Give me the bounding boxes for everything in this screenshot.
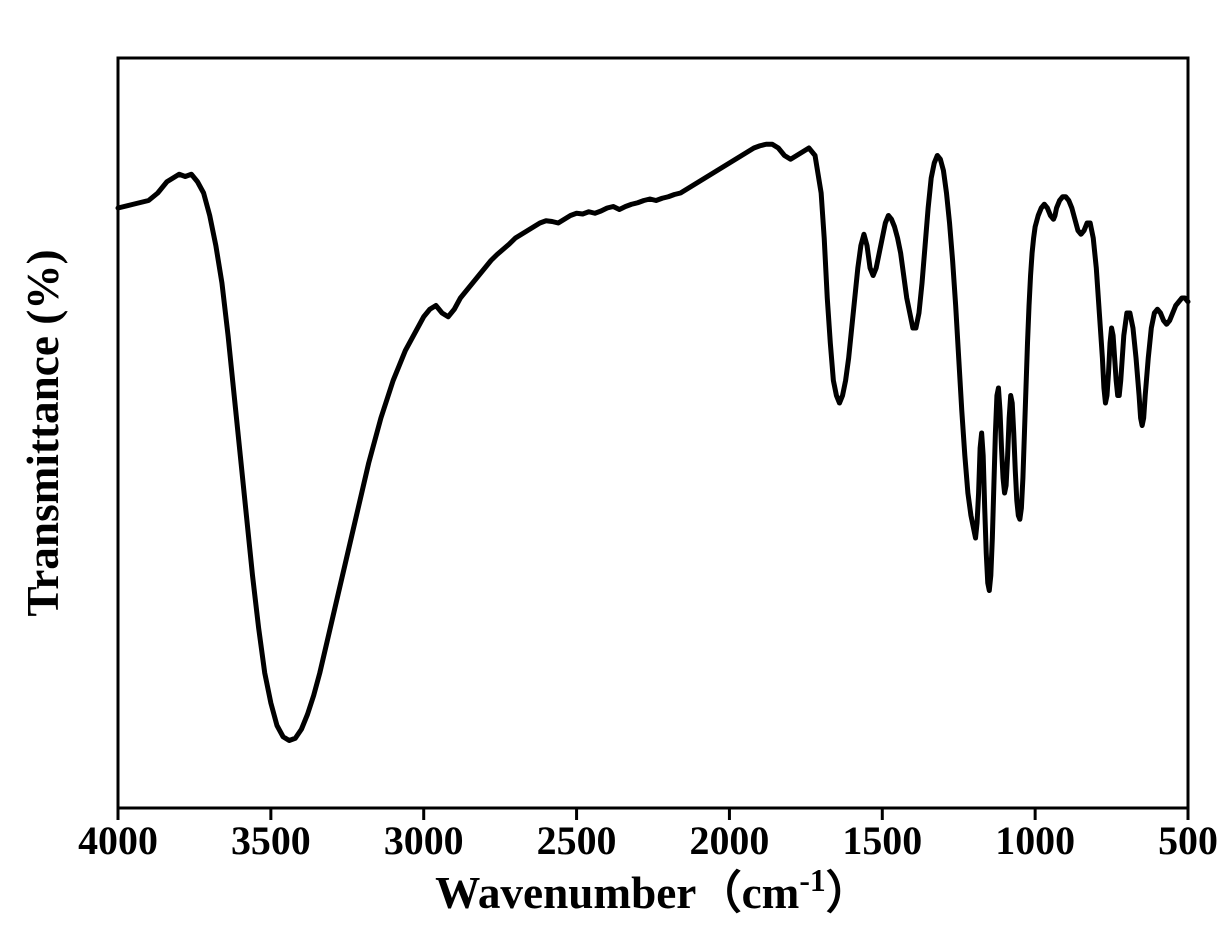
ir-spectrum-chart: 4000 3500 3000 2500 2000 1500 1000 500 Wavenumbe… bbox=[0, 0, 1230, 944]
x-tick-label: 4000 bbox=[78, 818, 158, 863]
x-tick-label: 1500 bbox=[842, 818, 922, 863]
x-tick-label: 2000 bbox=[690, 818, 770, 863]
ir-spectrum-line bbox=[118, 144, 1188, 740]
x-tick-label: 3500 bbox=[231, 818, 311, 863]
plot-border bbox=[118, 58, 1188, 808]
x-tick-label: 3000 bbox=[384, 818, 464, 863]
x-axis-label: Wavenumber（cm-1） bbox=[435, 863, 871, 919]
x-tick-label: 1000 bbox=[995, 818, 1075, 863]
x-tick-label: 2500 bbox=[537, 818, 617, 863]
y-axis-label: Transmittance (%) bbox=[18, 249, 68, 616]
x-tick-label: 500 bbox=[1158, 818, 1218, 863]
